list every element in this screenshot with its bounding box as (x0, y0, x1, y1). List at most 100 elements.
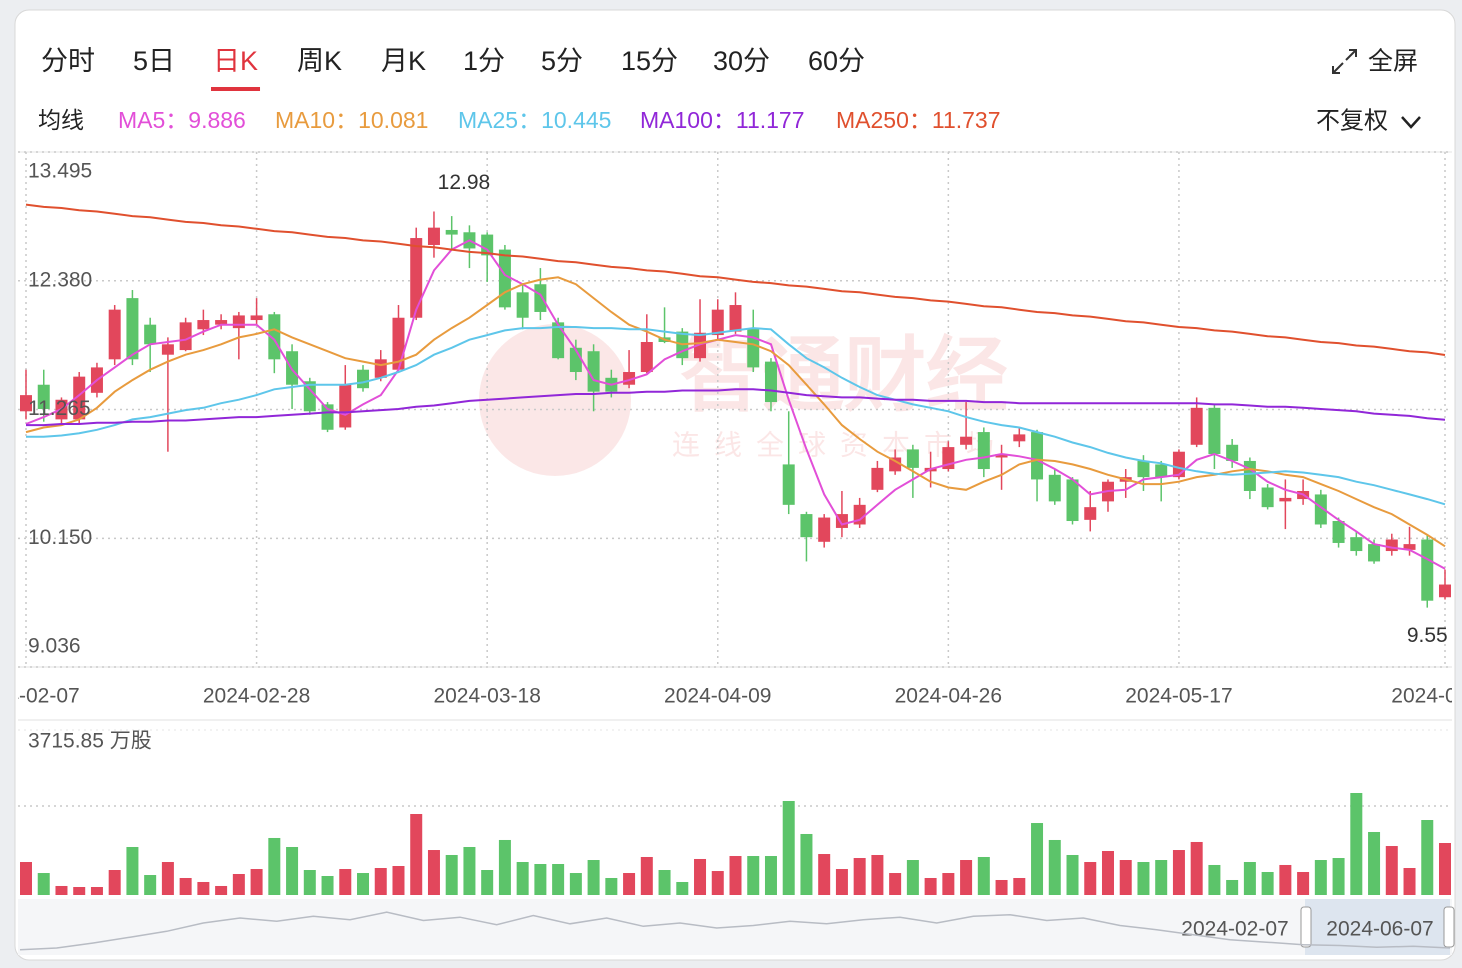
tab[interactable]: 5分 (541, 46, 583, 76)
candle-body (20, 395, 32, 412)
navigator-handle[interactable] (1300, 906, 1312, 948)
candle-body (126, 298, 139, 360)
legend-name: MA5 (118, 107, 165, 133)
adjust-select[interactable]: 不复权 (1316, 107, 1388, 134)
tab[interactable]: 周K (297, 46, 342, 76)
volume-bar (711, 871, 724, 895)
candle-body (481, 234, 494, 256)
candle-body (1155, 464, 1168, 478)
ma-line (25, 239, 1446, 570)
volume-bar (37, 873, 50, 895)
volume-bar (906, 860, 919, 895)
fullscreen-button[interactable]: 全屏 (1368, 48, 1418, 76)
fullscreen-icon[interactable] (1332, 49, 1357, 74)
ma-label: 均线 (38, 107, 84, 133)
tab[interactable]: 1分 (463, 46, 505, 76)
volume-bar (853, 858, 866, 895)
candle-body (1137, 460, 1150, 478)
candle-body (161, 344, 174, 355)
legend-separator: ： (713, 107, 736, 133)
candle-body (1279, 497, 1292, 502)
tab[interactable]: 分时 (41, 46, 95, 76)
volume-bar (1190, 841, 1203, 895)
volume-bar (1119, 860, 1132, 895)
volume-bar (1385, 846, 1398, 895)
candle-body (1332, 521, 1345, 543)
tab[interactable]: 60分 (808, 46, 865, 76)
legend-separator: ： (335, 107, 358, 133)
volume-bar (55, 885, 68, 895)
candle-body (552, 322, 565, 359)
candle-body (694, 332, 707, 359)
legend-name: MA10 (275, 107, 335, 133)
candle-body (339, 384, 352, 428)
watermark-title: 智通财经 (680, 331, 1008, 422)
candle-body (374, 359, 387, 378)
candle-body (1084, 507, 1097, 520)
x-tick-label: 2024-02-28 (203, 685, 310, 708)
volume-bar (268, 837, 281, 895)
candle-body (37, 384, 50, 409)
volume-bar (1403, 868, 1416, 895)
tab[interactable]: 15分 (621, 46, 678, 76)
volume-bar (1048, 839, 1061, 895)
volume-bar (747, 856, 760, 895)
legend-name: MA100 (640, 107, 713, 133)
volume-bar (1439, 843, 1451, 895)
volume-bar (534, 864, 547, 895)
chevron[interactable] (1401, 116, 1421, 129)
volume-bar (569, 873, 582, 895)
ma-line (25, 276, 1446, 548)
legend-separator: ： (909, 107, 932, 133)
legend-value: 11.177 (736, 107, 805, 133)
volume-bar (1066, 854, 1079, 895)
volume-bar (1172, 850, 1185, 895)
tab[interactable]: 日K (213, 46, 258, 76)
tab[interactable]: 30分 (713, 46, 770, 76)
candle-body (268, 314, 281, 360)
volume-bar (498, 839, 511, 895)
volume-bar (108, 870, 121, 895)
candle-body (179, 322, 192, 351)
candle-body (445, 229, 458, 235)
volume-bar (197, 881, 210, 895)
high-label: 12.98 (438, 171, 491, 194)
x-tick-label: 2024-05-17 (1125, 685, 1232, 708)
volume-bar (960, 860, 973, 895)
candle-body (995, 454, 1008, 458)
y-tick-label: 9.036 (28, 635, 81, 658)
volume-bar (889, 873, 902, 895)
volume-bar (995, 879, 1008, 895)
volume-bar (1261, 871, 1274, 895)
volume-bar (1243, 862, 1256, 895)
candle-body (1172, 451, 1185, 478)
legend-entry: MA5：9.886 (118, 107, 246, 133)
volume-bar (1101, 850, 1114, 895)
volume-bar (764, 856, 777, 895)
legend-separator: ： (165, 107, 188, 133)
volume-bar (1208, 864, 1221, 895)
legend-value: 10.445 (541, 107, 611, 133)
candle-body (818, 517, 831, 542)
navigator-handle[interactable] (1443, 906, 1455, 948)
volume-bar (215, 885, 228, 895)
tab[interactable]: 月K (381, 46, 426, 76)
candle-body (1385, 539, 1398, 552)
volume-bar (179, 877, 192, 895)
x-tick-label: 2024-04-09 (664, 685, 771, 708)
volume-bar (587, 860, 600, 895)
candle-body (1368, 544, 1381, 562)
candle-body (889, 457, 902, 472)
card (14, 9, 1456, 961)
volume-bar (303, 870, 316, 895)
volume-bar (392, 866, 405, 895)
candle-body (357, 369, 370, 389)
volume-bar (658, 870, 671, 895)
x-tick-label: 2024-04-26 (895, 685, 1002, 708)
candle-body (711, 309, 724, 336)
tab[interactable]: 5日 (133, 46, 175, 76)
legend-entry: MA25：10.445 (458, 107, 611, 133)
watermark: 智通财经 连线全球资本市场 (479, 324, 1008, 476)
volume-bar (1031, 823, 1044, 895)
volume-bar (552, 864, 565, 895)
